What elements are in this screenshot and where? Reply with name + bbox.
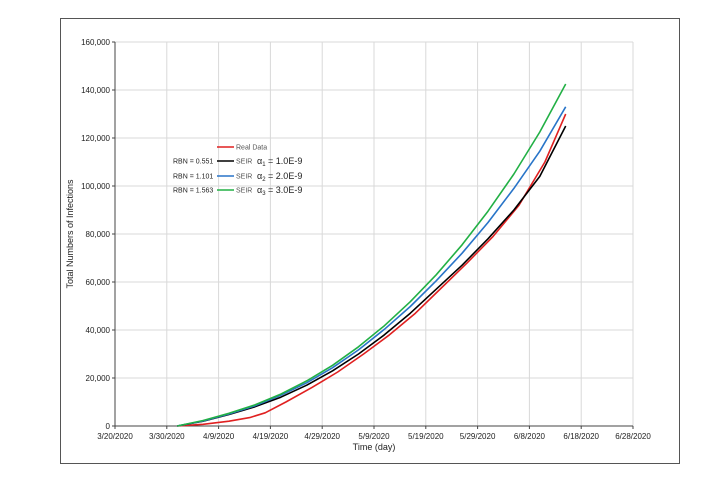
y-tick-label: 140,000 (81, 86, 110, 95)
x-tick-label: 4/19/2020 (253, 432, 289, 441)
legend-label-1: SEIR (236, 159, 252, 166)
legend-rbn-2: RBN = 1.101 (173, 174, 213, 181)
x-tick-label: 6/28/2020 (615, 432, 651, 441)
series-line-0 (177, 113, 567, 427)
y-tick-label: 40,000 (86, 326, 111, 335)
chart-frame (60, 18, 680, 464)
x-tick-label: 5/19/2020 (408, 432, 444, 441)
y-tick-label: 120,000 (81, 134, 110, 143)
x-tick-label: 5/29/2020 (460, 432, 496, 441)
legend-label-3: SEIR (236, 188, 252, 195)
legend-alpha-2: α2 = 2.0E-9 (257, 171, 302, 183)
x-tick-label: 4/9/2020 (203, 432, 235, 441)
x-tick-label: 3/30/2020 (149, 432, 185, 441)
y-tick-label: 100,000 (81, 182, 110, 191)
legend-alpha-1: α1 = 1.0E-9 (257, 156, 302, 168)
y-tick-label: 0 (106, 422, 111, 431)
legend-label-0: Real Data (236, 145, 267, 152)
y-axis-title: Total Numbers of Infections (65, 179, 75, 289)
y-tick-label: 20,000 (86, 374, 111, 383)
series-line-3 (177, 83, 567, 427)
y-tick-label: 80,000 (86, 230, 111, 239)
series-line-1 (177, 125, 567, 427)
legend-rbn-3: RBN = 1.563 (173, 188, 213, 195)
x-tick-label: 6/18/2020 (563, 432, 599, 441)
x-axis-title: Time (day) (353, 442, 396, 452)
x-tick-label: 5/9/2020 (358, 432, 390, 441)
x-tick-label: 3/20/2020 (97, 432, 133, 441)
legend-alpha-3: α3 = 3.0E-9 (257, 185, 302, 197)
x-tick-label: 4/29/2020 (304, 432, 340, 441)
y-tick-label: 160,000 (81, 38, 110, 47)
y-tick-label: 60,000 (86, 278, 111, 287)
legend-label-2: SEIR (236, 174, 252, 181)
legend-rbn-1: RBN = 0.551 (173, 159, 213, 166)
x-tick-label: 6/8/2020 (514, 432, 546, 441)
